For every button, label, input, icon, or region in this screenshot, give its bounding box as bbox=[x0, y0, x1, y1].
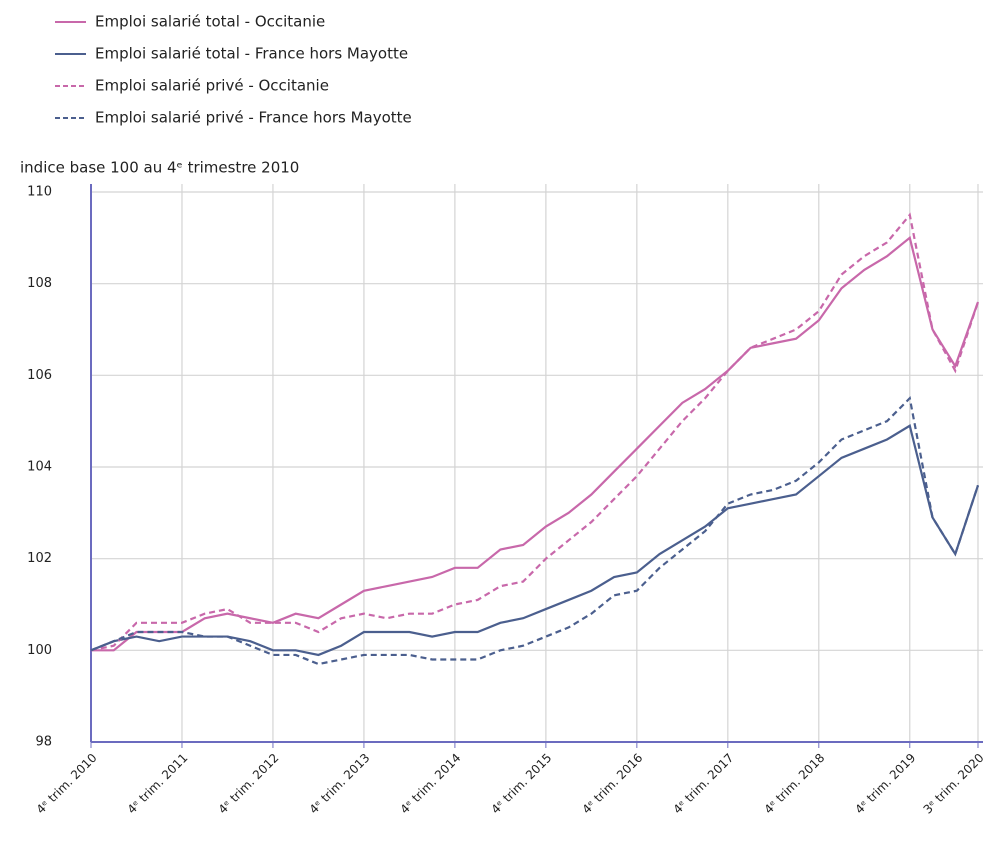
y-tick-label: 110 bbox=[27, 185, 52, 200]
series-line bbox=[90, 212, 980, 652]
x-tick-label: 4ᵉ trim. 2017 bbox=[670, 751, 736, 817]
x-tick-label: 4ᵉ trim. 2012 bbox=[216, 751, 282, 817]
y-tick-label: 108 bbox=[27, 276, 52, 291]
series-line bbox=[90, 395, 980, 666]
x-tick-label: 4ᵉ trim. 2016 bbox=[579, 751, 645, 817]
series-line bbox=[91, 235, 980, 652]
series-line bbox=[90, 424, 980, 657]
y-axis-title: indice base 100 au 4ᵉ trimestre 2010 bbox=[20, 159, 299, 177]
legend-label: Emploi salarié privé - Occitanie bbox=[95, 77, 329, 95]
legend-label: Emploi salarié total - Occitanie bbox=[95, 13, 325, 31]
x-tick-label: 4ᵉ trim. 2010 bbox=[34, 751, 100, 817]
y-tick-label: 106 bbox=[27, 368, 52, 383]
x-tick-label: 3ᵉ trim. 2020 bbox=[921, 751, 983, 817]
x-tick-label: 4ᵉ trim. 2018 bbox=[761, 751, 827, 817]
y-tick-label: 100 bbox=[27, 643, 52, 658]
x-tick-label: 4ᵉ trim. 2013 bbox=[307, 751, 373, 817]
x-tick-label: 4ᵉ trim. 2014 bbox=[398, 751, 464, 817]
legend-label: Emploi salarié privé - France hors Mayot… bbox=[95, 109, 412, 127]
y-tick-label: 104 bbox=[27, 460, 52, 475]
x-tick-label: 4ᵉ trim. 2019 bbox=[852, 751, 918, 817]
x-tick-label: 4ᵉ trim. 2015 bbox=[488, 751, 554, 817]
legend-label: Emploi salarié total - France hors Mayot… bbox=[95, 45, 408, 63]
y-tick-label: 98 bbox=[35, 735, 52, 750]
y-tick-label: 102 bbox=[27, 551, 52, 566]
x-tick-label: 4ᵉ trim. 2011 bbox=[125, 751, 191, 817]
